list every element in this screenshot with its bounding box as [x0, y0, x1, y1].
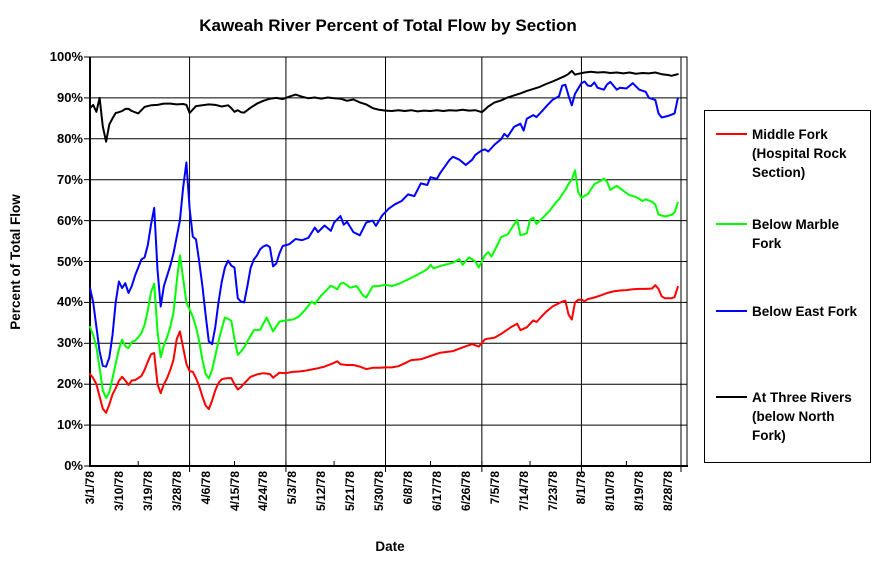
x-axis-title: Date — [375, 539, 405, 554]
x-tick-label-4-24-78: 4/24/78 — [256, 471, 271, 512]
legend-line-sample — [716, 396, 747, 398]
y-tick-label-90: 90% — [56, 89, 83, 105]
x-tick-label-6-26-78: 6/26/78 — [458, 471, 473, 512]
legend-label: At Three Rivers (below North Fork) — [752, 390, 852, 443]
x-tick-label-8-28-78: 8/28/78 — [661, 471, 676, 512]
legend-line-sample — [716, 223, 747, 225]
legend: Middle Fork (Hospital Rock Section) Below… — [704, 110, 871, 463]
series-line-below-east-fork — [89, 80, 679, 368]
y-tick-label-20: 20% — [56, 376, 83, 392]
x-tick-label-5-21-78: 5/21/78 — [343, 471, 358, 512]
x-tick-label-4-15-78: 4/15/78 — [227, 471, 242, 512]
chart-title: Kaweah River Percent of Total Flow by Se… — [199, 16, 577, 35]
series-line-at-three-rivers-below-north-fork — [89, 69, 679, 143]
x-tick-label-3-28-78: 3/28/78 — [169, 471, 184, 512]
series-lines — [89, 69, 679, 414]
x-tick-label-5-30-78: 5/30/78 — [372, 471, 387, 512]
x-tick-label-3-10-78: 3/10/78 — [111, 471, 126, 512]
y-tick-label-10: 10% — [56, 417, 83, 433]
series-line-middle-fork-hospital-rock-section — [89, 284, 679, 414]
y-tick-label-40: 40% — [56, 294, 83, 310]
x-tick-label-6-8-78: 6/8/78 — [400, 471, 415, 505]
series-line-below-marble-fork — [89, 169, 679, 400]
x-tick-label-6-17-78: 6/17/78 — [429, 471, 444, 512]
x-tick-label-4-6-78: 4/6/78 — [198, 471, 213, 505]
y-tick-label-80: 80% — [56, 130, 83, 146]
y-tick-label-70: 70% — [56, 171, 83, 187]
legend-line-sample — [716, 310, 747, 312]
legend-label: Below Marble Fork — [752, 217, 840, 251]
legend-label: Middle Fork (Hospital Rock Section) — [752, 127, 847, 180]
y-tick-label-0: 0% — [64, 458, 83, 473]
x-tick-label-8-19-78: 8/19/78 — [632, 471, 647, 512]
x-tick-label-3-1-78: 3/1/78 — [83, 471, 97, 505]
y-axis-title: Percent of Total Flow — [8, 194, 23, 330]
gridlines — [90, 57, 687, 466]
legend-label: Below East Fork — [752, 304, 858, 319]
x-tick-label-7-14-78: 7/14/78 — [516, 471, 531, 512]
x-tick-label-7-5-78: 7/5/78 — [487, 471, 502, 505]
x-tick-label-8-10-78: 8/10/78 — [603, 471, 618, 512]
legend-line-sample — [716, 133, 747, 135]
x-tick-label-5-3-78: 5/3/78 — [285, 471, 300, 505]
x-tick-label-5-12-78: 5/12/78 — [314, 471, 329, 512]
y-tick-label-30: 30% — [56, 335, 83, 351]
y-tick-label-100: 100% — [49, 49, 83, 64]
x-tick-label-8-1-78: 8/1/78 — [574, 471, 589, 505]
x-tick-label-3-19-78: 3/19/78 — [140, 471, 155, 512]
y-tick-label-50: 50% — [56, 253, 83, 269]
y-tick-label-60: 60% — [56, 212, 83, 228]
x-tick-label-7-23-78: 7/23/78 — [545, 471, 560, 512]
